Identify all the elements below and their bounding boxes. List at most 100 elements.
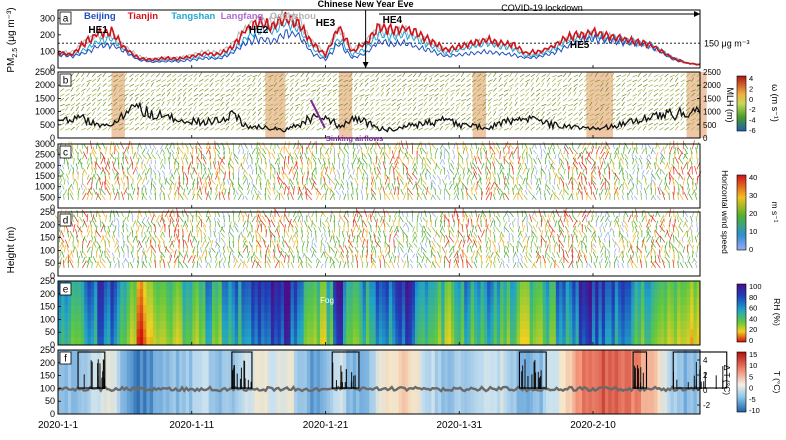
rh-cell — [97, 297, 101, 305]
wind-barb — [504, 193, 508, 200]
wind-barb — [536, 155, 537, 159]
omega-barb — [665, 98, 669, 101]
omega-barb — [221, 113, 225, 116]
rh-cell — [163, 321, 167, 329]
omega-barb — [622, 126, 625, 130]
wind-barb — [419, 154, 422, 159]
wind-barb — [649, 155, 651, 160]
rh-cell — [448, 337, 452, 345]
rh-cell — [264, 297, 268, 305]
wind-barb — [564, 149, 566, 154]
omega-barb — [81, 83, 84, 87]
rh-cell — [556, 305, 560, 313]
omega-barb — [178, 89, 182, 92]
omega-barb — [360, 83, 363, 87]
omega-barb — [210, 103, 214, 106]
rh-cell — [258, 329, 262, 337]
rh-cell — [661, 297, 665, 305]
omega-barb — [681, 107, 685, 110]
omega-barb — [408, 98, 412, 101]
wind-barb — [420, 217, 421, 222]
rh-cell — [415, 313, 419, 321]
omega-barb — [301, 73, 304, 77]
rh-cell — [654, 329, 658, 337]
wind-barb — [81, 185, 82, 190]
rh-cell — [431, 321, 435, 329]
omega-barb — [81, 107, 84, 111]
wind-barb — [127, 149, 128, 155]
omega-barb — [172, 108, 176, 111]
omega-barb — [87, 107, 90, 111]
wind-barb — [427, 158, 431, 164]
rh-cell — [484, 313, 488, 321]
rh-cell — [454, 297, 458, 305]
omega-barb — [440, 97, 443, 101]
omega-barb — [183, 112, 187, 116]
rh-cell — [549, 297, 553, 305]
rh-cell — [176, 289, 180, 297]
rh-cell — [238, 329, 242, 337]
rh-cell — [235, 321, 239, 329]
temp-cell — [481, 350, 485, 414]
rh-cell — [97, 321, 101, 329]
omega-barb — [237, 88, 241, 91]
omega-barb — [638, 92, 641, 96]
omega-barb — [547, 98, 551, 101]
rh-cell — [592, 305, 596, 313]
rh-cell — [284, 329, 288, 337]
omega-barb — [381, 112, 384, 116]
rh-cell — [169, 297, 173, 305]
omega-barb — [194, 85, 199, 87]
wind-barb — [90, 141, 91, 149]
wind-barb — [561, 152, 564, 159]
omega-barb — [429, 94, 434, 96]
rh-cell — [124, 297, 128, 305]
omega-barb — [188, 74, 192, 77]
omega-barb — [397, 75, 401, 77]
rh-cell — [199, 321, 203, 329]
omega-barb — [654, 99, 658, 101]
wind-barb — [675, 157, 678, 164]
rh-cell — [474, 297, 478, 305]
wind-barb — [160, 164, 162, 170]
rh-cell — [576, 329, 580, 337]
rh-cell — [435, 329, 439, 337]
omega-barb — [579, 99, 583, 101]
rh-cell — [461, 329, 465, 337]
omega-barb — [392, 74, 396, 77]
rh-cell — [526, 321, 530, 329]
wind-barb — [348, 194, 349, 200]
rh-cell — [569, 321, 573, 329]
omega-barb — [499, 84, 503, 87]
omega-barb — [156, 84, 160, 86]
omega-barb — [440, 80, 445, 82]
rh-cell — [120, 313, 124, 321]
omega-barb — [424, 74, 428, 77]
rh-cell — [638, 297, 642, 305]
wind-barb — [238, 217, 240, 222]
rh-cell — [376, 329, 380, 337]
omega-barb — [488, 122, 491, 126]
temp-cell — [605, 350, 609, 414]
omega-barb — [204, 99, 209, 101]
omega-barb — [563, 88, 566, 92]
omega-barb — [204, 108, 208, 111]
omega-barb — [258, 98, 262, 101]
rh-cell — [350, 313, 354, 321]
omega-barb — [301, 99, 306, 101]
omega-barb — [370, 93, 373, 97]
omega-barb — [242, 118, 246, 120]
rh-cell — [412, 281, 416, 289]
omega-barb — [408, 107, 411, 111]
rh-cell — [140, 329, 144, 337]
rh-cell — [523, 329, 527, 337]
omega-barb — [402, 84, 406, 87]
wind-barb — [599, 193, 600, 200]
temp-cell — [625, 350, 629, 414]
rh-cell — [140, 305, 144, 313]
omega-barb — [215, 112, 218, 116]
rh-cell — [160, 289, 164, 297]
wind-barb — [398, 186, 399, 194]
wind-barb — [641, 194, 642, 200]
rh-cell — [513, 281, 517, 289]
